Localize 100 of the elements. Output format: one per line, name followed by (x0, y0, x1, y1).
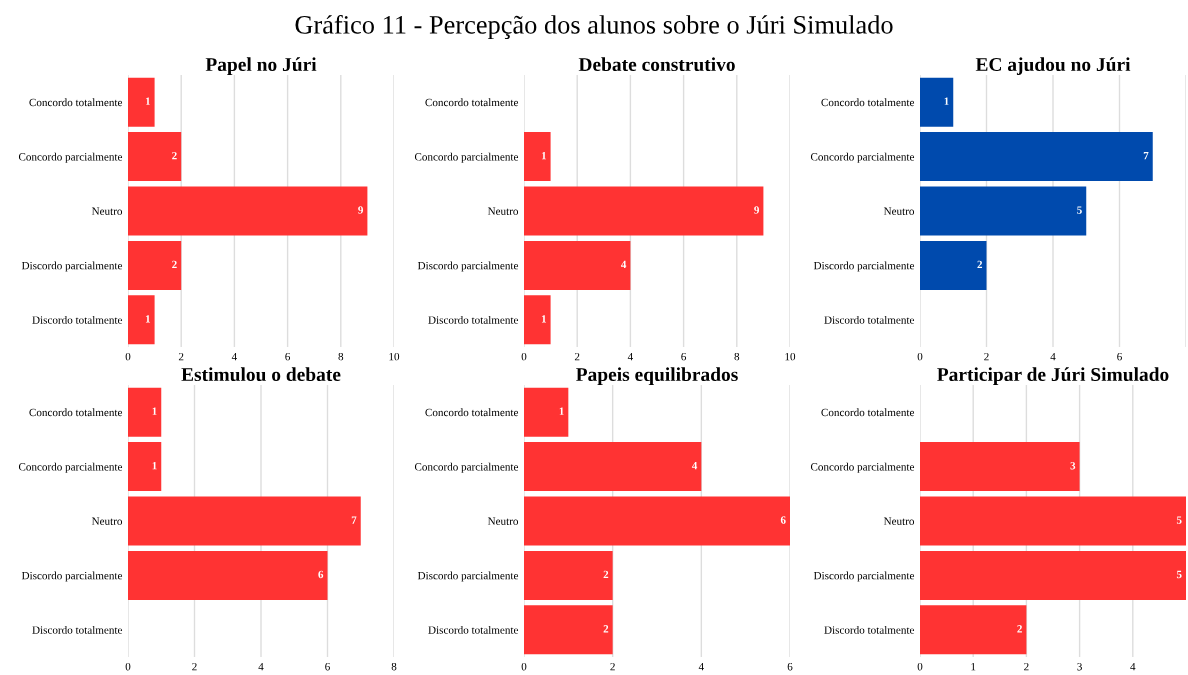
x-tick-label: 10 (389, 352, 400, 361)
y-tick-label: Concordo parcialmente (18, 462, 123, 473)
x-tick-label: 2 (574, 352, 580, 361)
chart-title: Papel no Júri (205, 57, 317, 75)
x-tick-label: 2 (178, 352, 184, 361)
y-tick-label: Neutro (91, 207, 123, 215)
x-tick-label: 6 (681, 352, 687, 361)
bar (128, 240, 182, 290)
bar (920, 240, 987, 290)
x-tick-label: 4 (627, 352, 633, 361)
data-label: 6 (780, 516, 786, 524)
data-label: 9 (754, 206, 760, 214)
y-tick-label: Concordo parcialmente (414, 462, 519, 473)
data-label: 4 (621, 260, 627, 269)
data-label: 1 (152, 407, 157, 415)
x-tick-label: 4 (698, 662, 704, 671)
x-tick-label: 0 (125, 352, 131, 361)
y-tick-label: Neutro (91, 517, 123, 525)
y-tick-label: Concordo totalmente (821, 408, 915, 417)
y-tick-label: Concordo totalmente (425, 98, 519, 107)
y-tick-label: Discordo totalmente (32, 625, 123, 634)
bar (524, 240, 631, 290)
y-tick-label: Discordo totalmente (32, 315, 123, 324)
x-tick-label: 3 (1077, 662, 1082, 671)
chart-title: Estimulou o debate (181, 367, 341, 382)
x-tick-label: 4 (231, 352, 237, 361)
x-tick-label: 6 (325, 662, 330, 671)
x-tick-label: 2 (610, 662, 615, 671)
bar (920, 496, 1186, 546)
y-tick-label: Discordo parcialmente (417, 261, 519, 272)
chart-title: Participar de Júri Simulado (937, 367, 1169, 385)
data-label: 1 (541, 151, 547, 160)
y-tick-label: Discordo totalmente (824, 625, 915, 634)
bar (920, 77, 954, 127)
data-label: 7 (351, 516, 357, 524)
bar (524, 550, 613, 600)
y-tick-label: Concordo totalmente (29, 408, 123, 417)
x-tick-label: 6 (1117, 352, 1122, 361)
y-tick-label: Concordo parcialmente (810, 152, 915, 163)
x-tick-label: 2 (984, 352, 989, 361)
bar (128, 77, 155, 127)
x-tick-label: 0 (917, 352, 923, 361)
data-label: 2 (172, 151, 177, 160)
data-label: 7 (1143, 152, 1149, 160)
data-label: 6 (318, 570, 324, 579)
chart-title: EC ajudou no Júri (975, 57, 1131, 75)
bar (128, 442, 162, 492)
bar (128, 550, 328, 600)
y-tick-label: Concordo totalmente (425, 408, 519, 417)
data-label: 5 (1176, 570, 1182, 579)
data-label: 1 (152, 461, 157, 470)
bar (524, 295, 551, 345)
data-label: 3 (1070, 461, 1076, 470)
bar (128, 186, 368, 236)
bar (128, 387, 162, 437)
bar (128, 295, 155, 345)
bar (524, 132, 551, 182)
bar (524, 496, 790, 546)
data-label: 9 (358, 206, 364, 214)
y-tick-label: Discordo totalmente (428, 625, 519, 634)
data-label: 5 (1176, 516, 1182, 524)
x-tick-label: 8 (734, 352, 740, 361)
x-tick-label: 4 (1130, 662, 1136, 671)
x-tick-label: 6 (787, 662, 793, 671)
x-tick-label: 1 (971, 662, 976, 671)
bar (920, 605, 1027, 655)
bar (920, 442, 1080, 492)
bar (524, 186, 764, 236)
bar (920, 550, 1186, 600)
bar (920, 186, 1087, 236)
data-label: 2 (603, 570, 609, 579)
y-tick-label: Neutro (487, 517, 519, 525)
data-label: 2 (172, 260, 177, 269)
x-tick-label: 10 (785, 352, 796, 361)
chart-subtitle: Gráfico 11 - Percepção dos alunos sobre o Júri Simulado (295, 14, 893, 40)
y-tick-label: Discordo parcialmente (813, 261, 915, 272)
y-tick-label: Concordo totalmente (821, 98, 915, 107)
x-tick-label: 0 (521, 662, 527, 671)
x-tick-label: 6 (285, 352, 291, 361)
y-tick-label: Discordo parcialmente (21, 261, 123, 272)
x-tick-label: 8 (338, 352, 344, 361)
y-tick-label: Concordo parcialmente (18, 152, 123, 163)
data-label: 2 (1017, 625, 1022, 633)
data-label: 1 (944, 97, 949, 105)
data-label: 1 (559, 407, 564, 415)
bar (128, 496, 361, 546)
y-tick-label: Neutro (487, 207, 519, 215)
bar (920, 132, 1153, 182)
x-tick-label: 2 (1024, 662, 1029, 671)
data-label: 5 (1077, 206, 1082, 214)
y-tick-label: Neutro (883, 517, 915, 525)
chart-title: Papeis equilibrados (576, 367, 738, 385)
x-tick-label: 4 (1050, 352, 1056, 361)
x-tick-label: 4 (258, 662, 264, 671)
bar (524, 387, 569, 437)
x-tick-label: 0 (917, 662, 923, 671)
y-tick-label: Discordo parcialmente (21, 571, 123, 582)
y-tick-label: Neutro (883, 207, 915, 215)
y-tick-label: Discordo totalmente (428, 315, 519, 324)
x-tick-label: 0 (521, 352, 527, 361)
